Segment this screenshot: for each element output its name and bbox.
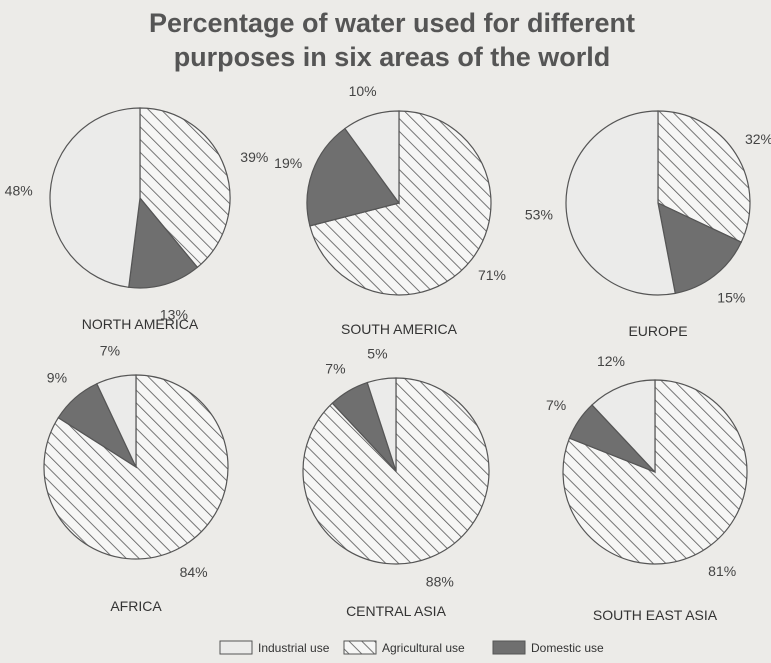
slice-label-domestic: 7%	[325, 361, 345, 377]
slice-label-agricultural: 81%	[708, 563, 736, 579]
slice-label-industrial: 5%	[367, 345, 387, 361]
slice-label-domestic: 13%	[160, 307, 188, 323]
pie-south-east-asia: 81% 7% 12% SOUTH EAST ASIA	[546, 353, 748, 623]
legend-swatch-industrial	[219, 640, 253, 655]
slice-label-industrial: 12%	[597, 353, 625, 369]
slice-label-agricultural: 71%	[478, 267, 506, 283]
slice-label-domestic: 7%	[546, 397, 566, 413]
region-label: EUROPE	[628, 323, 687, 339]
legend-swatch-domestic	[492, 640, 526, 655]
region-label: SOUTH EAST ASIA	[593, 607, 718, 623]
slice-label-agricultural: 32%	[745, 131, 771, 147]
pie-europe: 32% 15% 53% EUROPE	[525, 110, 771, 339]
legend-label-industrial: Industrial use	[258, 641, 330, 655]
region-label: SOUTH AMERICA	[341, 321, 458, 337]
slice-domestic	[306, 127, 401, 227]
slice-label-agricultural: 84%	[180, 564, 208, 580]
slice-label-industrial: 7%	[100, 342, 120, 358]
slice-label-domestic: 9%	[47, 369, 67, 385]
slice-agricultural	[657, 110, 751, 243]
slice-industrial	[49, 107, 141, 288]
slice-industrial	[366, 377, 397, 472]
slice-industrial	[591, 379, 656, 474]
slice-domestic	[128, 196, 199, 289]
slice-label-domestic: 15%	[717, 290, 745, 306]
slice-label-industrial: 48%	[5, 182, 33, 198]
region-label: CENTRAL ASIA	[346, 603, 447, 619]
pie-south-america: 71% 19% 10% SOUTH AMERICA	[274, 83, 506, 337]
slice-label-domestic: 19%	[274, 155, 302, 171]
legend-swatch-agricultural	[343, 640, 377, 655]
legend-label-domestic: Domestic use	[531, 641, 604, 655]
pie-central-asia: 88% 7% 5% CENTRAL ASIA	[302, 345, 490, 619]
slice-agricultural	[139, 107, 231, 269]
chart-title-line-2: purposes in six areas of the world	[174, 42, 611, 72]
slice-industrial	[565, 110, 676, 296]
slice-domestic	[657, 201, 743, 295]
slice-industrial	[96, 374, 137, 468]
legend-label-agricultural: Agricultural use	[382, 641, 465, 655]
legend: Industrial use Agricultural use Domestic u…	[219, 640, 604, 655]
pie-africa: 84% 9% 7% AFRICA	[43, 342, 229, 614]
slice-label-agricultural: 88%	[426, 574, 454, 590]
slice-label-industrial: 10%	[349, 83, 377, 99]
slice-industrial	[344, 110, 400, 205]
slice-label-agricultural: 39%	[240, 149, 268, 165]
region-label: AFRICA	[110, 598, 162, 614]
chart-title-line-1: Percentage of water used for different	[149, 8, 635, 38]
pie-grid: 39% 13% 48% NORTH AMERICA 71% 19% 10% SOUTH AME…	[5, 83, 771, 623]
region-label: NORTH AMERICA	[82, 316, 199, 332]
slice-agricultural	[309, 110, 492, 296]
pie-north-america: 39% 13% 48% NORTH AMERICA	[5, 107, 268, 332]
slice-label-industrial: 53%	[525, 206, 553, 222]
